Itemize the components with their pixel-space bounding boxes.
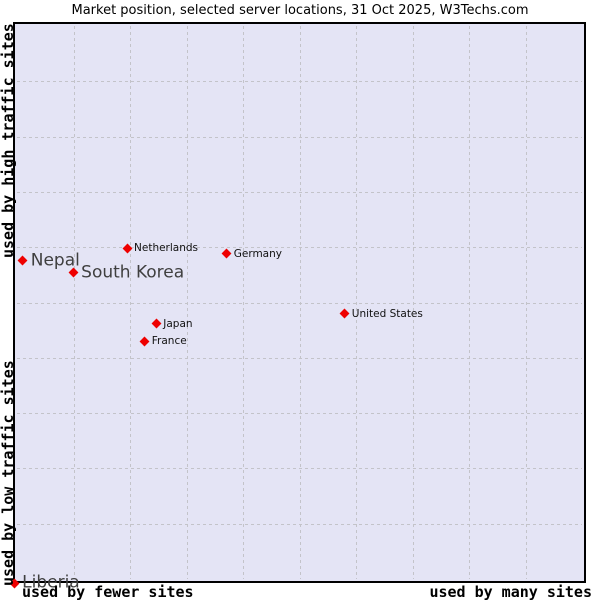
diamond-marker-icon bbox=[339, 308, 350, 319]
data-point-label: United States bbox=[351, 307, 423, 320]
chart-title: Market position, selected server locatio… bbox=[71, 3, 529, 18]
gridline-horizontal bbox=[17, 413, 582, 415]
data-point-label: South Korea bbox=[81, 262, 185, 283]
diamond-marker-icon bbox=[151, 318, 162, 329]
data-point-label: Japan bbox=[163, 317, 193, 330]
data-point-label: Netherlands bbox=[134, 241, 199, 254]
y-axis-label-low-traffic: used by low traffic sites bbox=[0, 360, 17, 586]
diamond-marker-icon bbox=[17, 256, 28, 266]
gridline-horizontal bbox=[17, 81, 582, 83]
diamond-marker-icon bbox=[122, 243, 132, 254]
gridline-horizontal bbox=[17, 191, 582, 193]
plot-area bbox=[13, 22, 586, 583]
gridline-horizontal bbox=[17, 523, 582, 525]
plot-frame: Liberia Nepal South Korea Netherlands German… bbox=[9, 22, 586, 591]
x-axis-label-fewer-sites: used by fewer sites bbox=[22, 583, 194, 600]
gridline-horizontal bbox=[17, 468, 582, 470]
gridline-horizontal bbox=[17, 247, 582, 249]
data-point-label: Nepal bbox=[30, 250, 80, 271]
y-axis-label-high-traffic: used by high traffic sites bbox=[0, 23, 17, 258]
gridline-horizontal bbox=[17, 136, 582, 138]
grid-layer bbox=[17, 26, 582, 579]
data-point-label: Liberia bbox=[22, 572, 80, 593]
gridline-horizontal bbox=[17, 302, 582, 304]
points-layer: Liberia Nepal South Korea Netherlands German… bbox=[9, 22, 586, 591]
data-point-label: France bbox=[151, 334, 187, 347]
diamond-marker-icon bbox=[221, 248, 232, 259]
diamond-marker-icon bbox=[139, 336, 150, 347]
x-axis-label-many-sites: used by many sites bbox=[429, 583, 592, 600]
gridline-horizontal bbox=[17, 357, 582, 359]
data-point-label: Germany bbox=[233, 247, 282, 260]
